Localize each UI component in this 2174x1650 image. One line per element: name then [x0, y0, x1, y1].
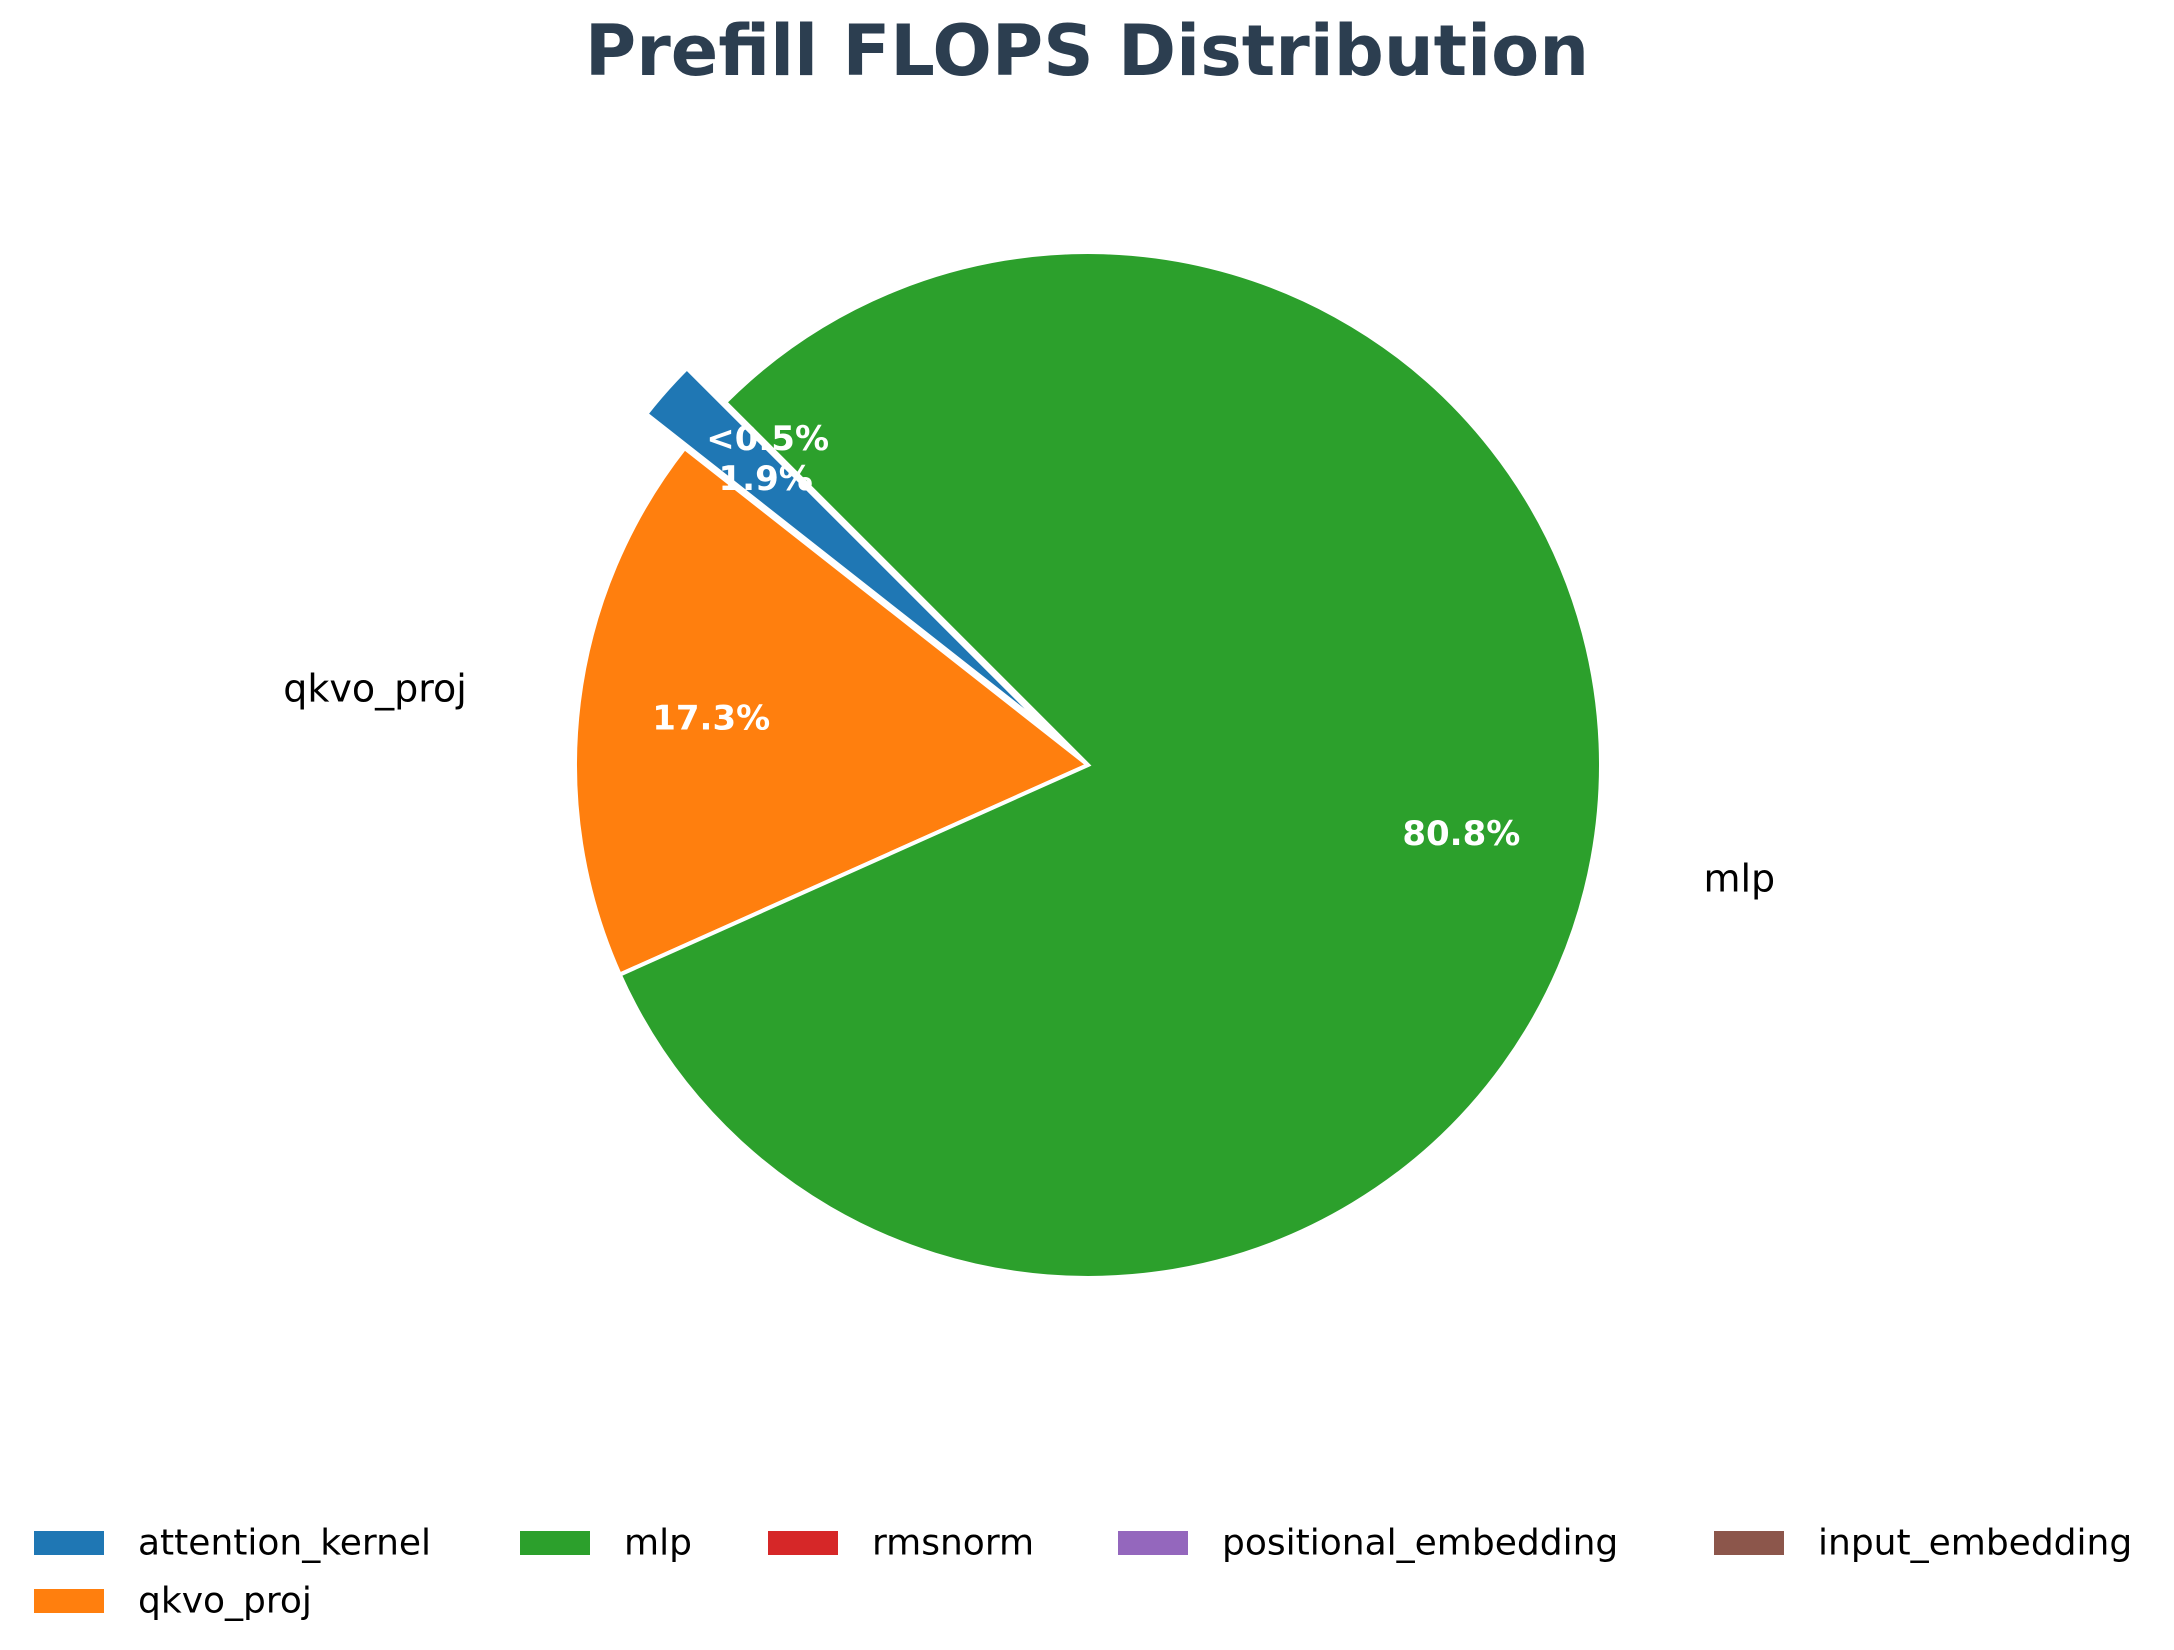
legend-swatch-mlp	[520, 1531, 590, 1555]
small-slice-note: <0.5%	[706, 419, 829, 459]
outer-label-mlp: mlp	[1703, 856, 1775, 900]
legend-swatch-attention-kernel	[34, 1531, 104, 1555]
legend-swatch-input-embedding	[1714, 1531, 1784, 1555]
pie-slice-mlp	[617, 250, 1603, 1280]
outer-label-qkvo-proj: qkvo_proj	[283, 667, 467, 711]
legend-label-qkvo-proj: qkvo_proj	[138, 1581, 312, 1622]
legend-label-attention-kernel: attention_kernel	[138, 1523, 431, 1564]
legend-label-mlp: mlp	[624, 1523, 692, 1564]
pie-slice-attention-kernel	[643, 365, 1052, 733]
legend-swatch-rmsnorm	[768, 1531, 838, 1555]
legend-swatch-qkvo-proj	[34, 1589, 104, 1613]
legend-label-positional-embedding: positional_embedding	[1222, 1523, 1618, 1564]
pct-label-mlp: 80.8%	[1402, 814, 1520, 854]
pct-label-attention-kernel: 1.9%	[719, 459, 813, 499]
chart-title: Prefill FLOPS Distribution	[584, 10, 1590, 92]
legend-swatch-positional-embedding	[1118, 1531, 1188, 1555]
pie-slice-qkvo-proj	[573, 445, 1092, 978]
legend-label-rmsnorm: rmsnorm	[872, 1523, 1034, 1564]
legend-label-input-embedding: input_embedding	[1818, 1523, 2132, 1564]
pct-label-qkvo-proj: 17.3%	[652, 699, 770, 739]
